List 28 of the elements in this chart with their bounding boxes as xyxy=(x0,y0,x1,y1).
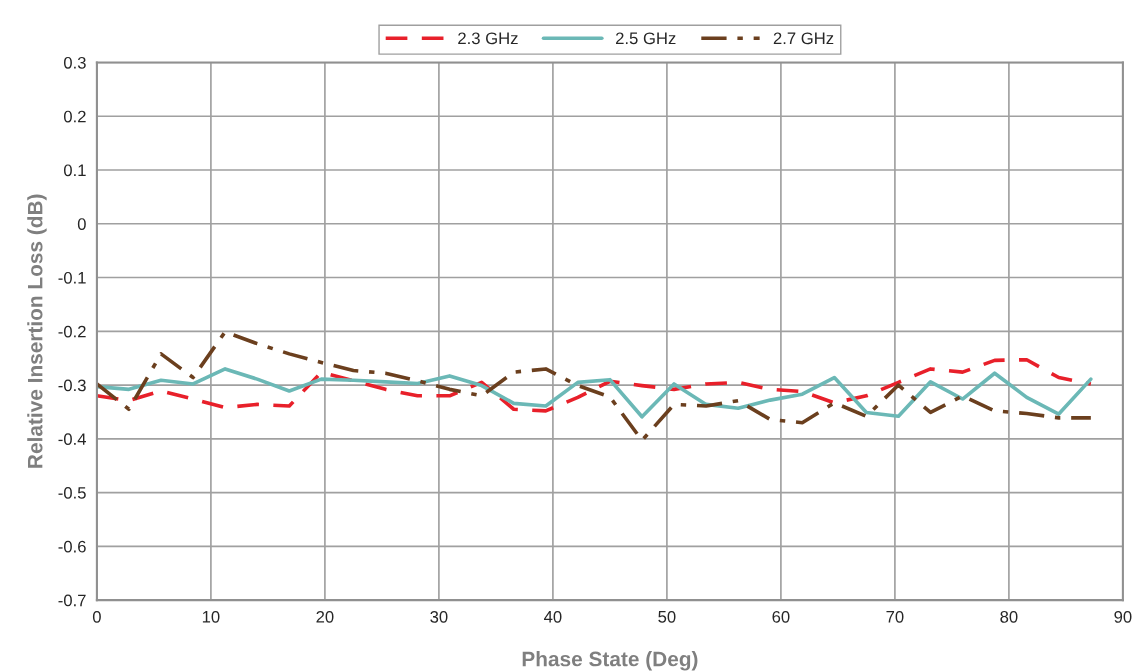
y-tick-label: -0.5 xyxy=(58,486,86,499)
legend-label: 2.7 GHz xyxy=(773,32,834,45)
x-tick-label: 40 xyxy=(544,610,562,623)
x-axis-title: Phase State (Deg) xyxy=(522,651,698,671)
y-tick-label: -0.6 xyxy=(58,540,86,553)
x-tick-label: 30 xyxy=(430,610,448,623)
x-tick-label: 10 xyxy=(202,610,220,623)
x-tick-label: 70 xyxy=(886,610,904,623)
x-tick-label: 0 xyxy=(92,610,101,623)
y-tick-label: 0.1 xyxy=(63,164,86,177)
x-tick-label: 60 xyxy=(772,610,790,623)
x-tick-label: 90 xyxy=(1114,610,1132,623)
x-tick-label: 50 xyxy=(658,610,676,623)
y-tick-label: -0.3 xyxy=(58,379,86,392)
y-axis-title: Relative Insertion Loss (dB) xyxy=(27,194,47,468)
y-tick-label: 0 xyxy=(77,218,86,230)
y-tick-label: -0.4 xyxy=(58,433,86,446)
y-tick-label: 0.3 xyxy=(63,56,86,69)
x-tick-label: 80 xyxy=(1000,610,1018,623)
y-tick-label: -0.7 xyxy=(58,594,86,607)
x-tick-label: 20 xyxy=(316,610,334,623)
legend-label: 2.3 GHz xyxy=(458,32,518,45)
legend-label: 2.5 GHz xyxy=(616,32,676,45)
y-tick-label: -0.1 xyxy=(58,271,86,284)
y-tick-label: -0.2 xyxy=(58,325,86,338)
line-series xyxy=(96,367,1093,419)
y-tick-label: 0.2 xyxy=(63,110,86,123)
line-series xyxy=(96,357,1093,413)
